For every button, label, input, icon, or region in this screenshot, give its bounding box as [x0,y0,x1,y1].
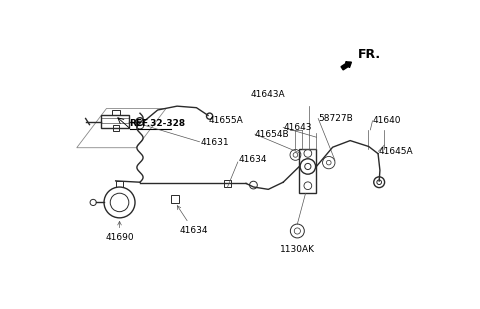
FancyArrow shape [341,62,351,70]
Text: 41645A: 41645A [378,147,413,156]
Text: 41643: 41643 [283,123,312,132]
Text: REF.32-328: REF.32-328 [130,119,186,128]
Bar [101,115,129,128]
Text: 41640: 41640 [372,116,401,125]
Bar [112,110,120,115]
Bar [224,180,231,187]
Text: 41634: 41634 [239,155,267,164]
Bar [300,149,316,193]
Text: 41690: 41690 [105,221,134,242]
Text: 41631: 41631 [201,138,229,147]
Text: 58727B: 58727B [318,114,353,123]
Text: 1130AK: 1130AK [280,245,315,254]
Text: 41634: 41634 [177,206,208,235]
Text: 41654B: 41654B [255,130,289,139]
Bar [113,125,119,131]
Text: 41643A: 41643A [250,90,285,99]
Text: FR.: FR. [358,48,381,61]
Bar [171,195,179,203]
Text: 41655A: 41655A [208,116,243,125]
